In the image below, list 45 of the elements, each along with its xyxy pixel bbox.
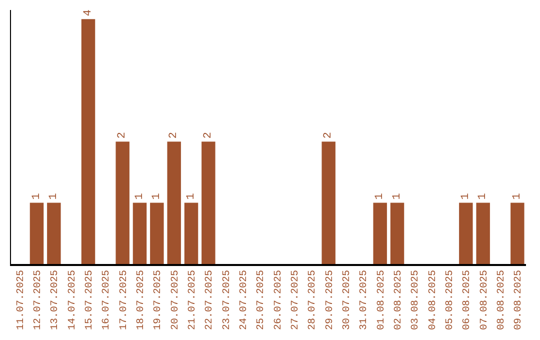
x-tick-label: 29.07.2025 — [324, 270, 336, 330]
x-tick-label: 21.07.2025 — [188, 270, 198, 330]
x-tick-label: 26.07.2025 — [273, 270, 284, 330]
x-tick-label: 11.07.2025 — [16, 270, 27, 330]
data-label: 4 — [82, 9, 94, 16]
x-tick-label: 25.07.2025 — [256, 270, 268, 330]
x-tick-label: 13.07.2025 — [50, 270, 62, 330]
x-tick-label: 24.07.2025 — [239, 270, 250, 330]
data-label: 1 — [48, 192, 60, 200]
x-tick-label: 01.08.2025 — [376, 270, 388, 330]
x-tick-label: 07.08.2025 — [479, 270, 490, 330]
data-label: 2 — [322, 132, 335, 139]
x-tick-label: 08.08.2025 — [496, 270, 508, 330]
data-label: 2 — [202, 132, 214, 139]
x-tick-label: 14.07.2025 — [67, 270, 78, 330]
x-tick-label: 27.07.2025 — [290, 270, 302, 330]
x-tick-label: 31.07.2025 — [359, 270, 370, 330]
x-tick-label: 19.07.2025 — [153, 270, 164, 330]
x-tick-label: 15.07.2025 — [84, 270, 96, 330]
x-tick-label: 17.07.2025 — [118, 270, 130, 330]
data-label: 2 — [168, 132, 180, 139]
x-tick-label: 16.07.2025 — [102, 270, 113, 330]
x-tick-label: 22.07.2025 — [204, 270, 216, 330]
data-label: 1 — [391, 192, 404, 200]
data-label: 1 — [30, 192, 43, 200]
x-tick-label: 04.08.2025 — [428, 270, 439, 330]
data-label: 1 — [511, 192, 524, 200]
x-tick-label: 20.07.2025 — [170, 270, 182, 330]
x-tick-label: 12.07.2025 — [33, 270, 44, 330]
data-label: 1 — [460, 192, 472, 200]
data-label: 1 — [374, 192, 386, 200]
x-tick-label: 06.08.2025 — [462, 270, 474, 330]
x-tick-label: 30.07.2025 — [342, 270, 353, 330]
x-tick-label: 18.07.2025 — [136, 270, 147, 330]
x-tick-label: 03.08.2025 — [410, 270, 422, 330]
x-tick-label: 05.08.2025 — [445, 270, 456, 330]
x-tick-label: 09.08.2025 — [514, 270, 525, 330]
data-label: 1 — [477, 192, 490, 200]
x-tick-label: 02.08.2025 — [394, 270, 404, 330]
data-label: 2 — [116, 132, 129, 139]
data-label: 1 — [150, 192, 163, 200]
data-label: 1 — [185, 192, 198, 200]
x-tick-label: 28.07.2025 — [308, 270, 319, 330]
x-tick-label: 23.07.2025 — [222, 270, 233, 330]
data-label: 1 — [134, 192, 146, 200]
